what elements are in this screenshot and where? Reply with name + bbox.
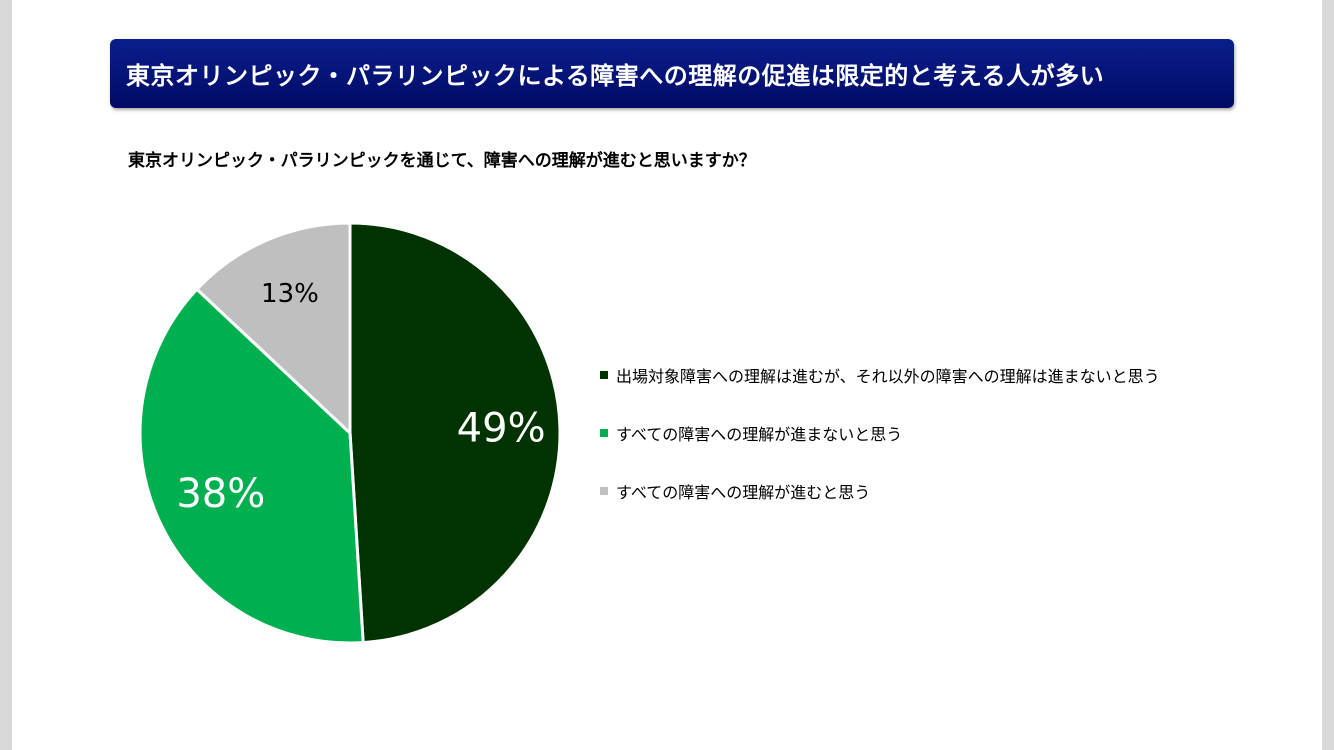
chart-question: 東京オリンピック・パラリンピックを通じて、障害への理解が進むと思いますか？ <box>128 151 756 171</box>
slide: 東京オリンピック・パラリンピックによる障害への理解の促進は限定的と考える人が多い… <box>12 0 1322 750</box>
data-label-slice-none: 38% <box>176 471 265 517</box>
data-label-slice-all: 13% <box>261 279 319 309</box>
legend-label: 出場対象障害への理解は進むが、それ以外の障害への理解は進まないと思う <box>616 367 1160 386</box>
legend-swatch <box>600 429 608 437</box>
legend-swatch <box>600 371 608 379</box>
legend-item: 出場対象障害への理解は進むが、それ以外の障害への理解は進まないと思う <box>600 362 1160 388</box>
legend-item: すべての障害への理解が進まないと思う <box>600 420 1160 446</box>
data-label-slice-partial: 49% <box>457 405 546 451</box>
legend-swatch <box>600 487 608 495</box>
legend-label: すべての障害への理解が進まないと思う <box>616 425 903 444</box>
pie-slice-all <box>194 221 352 437</box>
title-banner: 東京オリンピック・パラリンピックによる障害への理解の促進は限定的と考える人が多い <box>110 39 1234 108</box>
legend-label: すべての障害への理解が進むと思う <box>616 483 871 502</box>
pie-slice-partial <box>348 221 562 645</box>
legend-item: すべての障害への理解が進むと思う <box>600 478 1160 504</box>
pie-slice-none <box>138 287 365 645</box>
chart-legend: 出場対象障害への理解は進むが、それ以外の障害への理解は進まないと思う すべての障… <box>600 362 1160 536</box>
page-title: 東京オリンピック・パラリンピックによる障害への理解の促進は限定的と考える人が多い <box>126 62 1105 90</box>
